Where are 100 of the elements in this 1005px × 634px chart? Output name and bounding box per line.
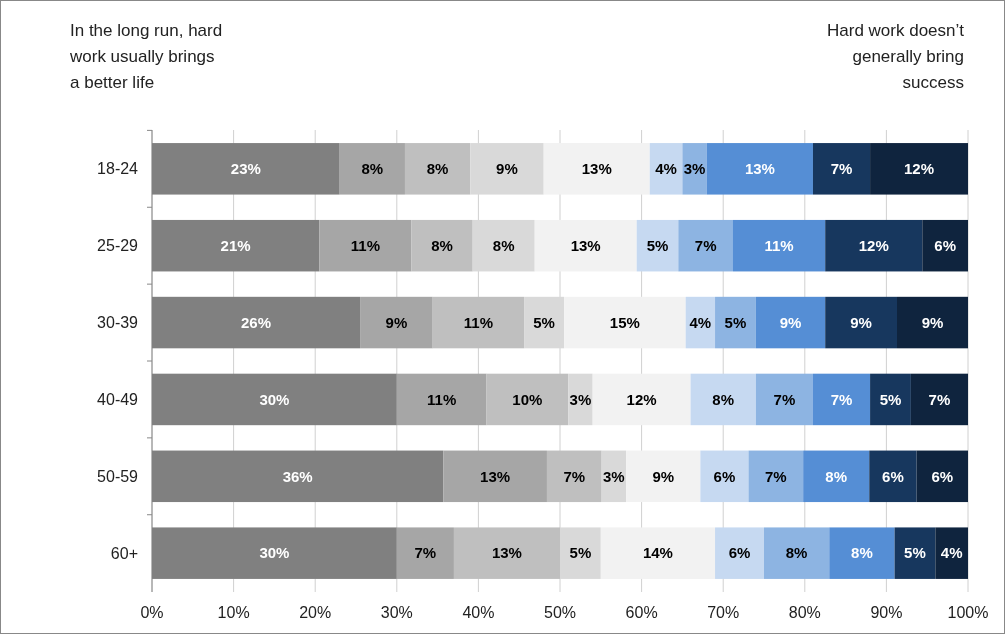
data-label: 12%	[904, 160, 935, 178]
x-tick-label: 100%	[947, 604, 989, 621]
data-label: 8%	[712, 390, 735, 408]
data-label: 9%	[652, 467, 675, 485]
data-label: 8%	[361, 160, 384, 178]
bar	[715, 296, 756, 349]
data-label: 9%	[779, 313, 802, 331]
data-label: 8%	[825, 467, 848, 485]
y-tick-label: 30-39	[97, 314, 139, 332]
data-label: 7%	[414, 544, 437, 562]
bar	[803, 450, 870, 503]
bar	[546, 450, 602, 503]
bar	[564, 296, 686, 349]
data-label: 6%	[931, 467, 954, 485]
data-label: 7%	[830, 160, 853, 178]
bar	[432, 296, 525, 349]
data-label: 8%	[851, 544, 873, 562]
bar	[916, 450, 968, 503]
bar	[732, 219, 826, 272]
bar	[636, 219, 679, 272]
y-tick-label: 40-49	[97, 391, 139, 409]
data-label: 9%	[850, 313, 872, 331]
data-label: 6%	[934, 236, 956, 254]
data-label: 3%	[569, 390, 592, 408]
data-label: 23%	[230, 160, 261, 178]
data-label: 7%	[694, 236, 717, 254]
data-label: 9%	[385, 313, 408, 331]
x-tick-label: 10%	[217, 604, 250, 621]
data-label: 11%	[350, 236, 380, 254]
bar	[935, 527, 968, 579]
bar	[755, 373, 813, 426]
data-label: 5%	[879, 390, 902, 408]
bar	[543, 143, 650, 195]
data-label: 7%	[773, 390, 796, 408]
y-tick-label: 60+	[110, 544, 138, 562]
x-tick-label: 0%	[140, 604, 164, 621]
bar	[897, 296, 968, 349]
data-label: 4%	[940, 544, 963, 562]
data-label: 26%	[241, 313, 272, 331]
data-label: 14%	[642, 544, 673, 562]
bar	[812, 143, 871, 195]
data-label: 13%	[581, 160, 612, 178]
bar	[396, 373, 487, 426]
bar	[486, 373, 569, 426]
data-label: 9%	[496, 160, 518, 178]
bar	[396, 527, 454, 579]
bar	[764, 527, 830, 579]
bar	[825, 296, 898, 349]
data-label: 7%	[563, 467, 586, 485]
bar	[678, 219, 733, 272]
bar	[869, 450, 917, 503]
bar	[690, 373, 756, 426]
data-label: 36%	[282, 467, 313, 485]
data-label: 7%	[764, 467, 787, 485]
data-label: 6%	[728, 544, 751, 562]
bar	[706, 143, 813, 195]
bar	[319, 219, 412, 272]
data-label: 30%	[259, 544, 290, 562]
bar	[453, 527, 560, 579]
bar	[649, 143, 683, 195]
bar	[825, 219, 923, 272]
data-label: 4%	[689, 313, 712, 331]
bar	[870, 143, 968, 195]
data-label: 5%	[569, 544, 592, 562]
data-label: 13%	[480, 467, 511, 485]
data-label: 5%	[724, 313, 747, 331]
y-tick-label: 25-29	[97, 237, 139, 255]
x-tick-label: 70%	[707, 604, 740, 621]
bar	[592, 373, 691, 426]
x-tick-label: 90%	[870, 604, 903, 621]
bar	[870, 373, 911, 426]
text: Hard work doesn’t generally bring success	[826, 21, 965, 92]
x-tick-label: 20%	[299, 604, 332, 621]
y-tick-label: 50-59	[97, 467, 139, 485]
data-label: 12%	[626, 390, 657, 408]
data-label: 12%	[858, 236, 889, 254]
bar	[534, 219, 637, 272]
x-tick-label: 40%	[462, 604, 495, 621]
data-label: 13%	[491, 544, 522, 562]
bar	[404, 143, 471, 195]
x-tick-label: 80%	[788, 604, 821, 621]
data-label: 3%	[683, 160, 706, 178]
data-label: 8%	[431, 236, 453, 254]
bar	[894, 527, 936, 579]
data-label: 13%	[744, 160, 775, 178]
bar	[922, 219, 968, 272]
data-label: 11%	[427, 390, 457, 408]
data-label: 11%	[764, 236, 794, 254]
bar	[755, 296, 826, 349]
data-label: 11%	[463, 313, 493, 331]
bar	[411, 219, 473, 272]
y-tick-label: 18-24	[97, 160, 139, 178]
bar	[339, 143, 405, 195]
data-label: 5%	[646, 236, 669, 254]
bar	[829, 527, 895, 579]
bar	[682, 143, 707, 195]
data-label: 10%	[512, 390, 543, 408]
data-label: 6%	[882, 467, 904, 485]
data-label: 9%	[921, 313, 944, 331]
data-label: 6%	[713, 467, 736, 485]
